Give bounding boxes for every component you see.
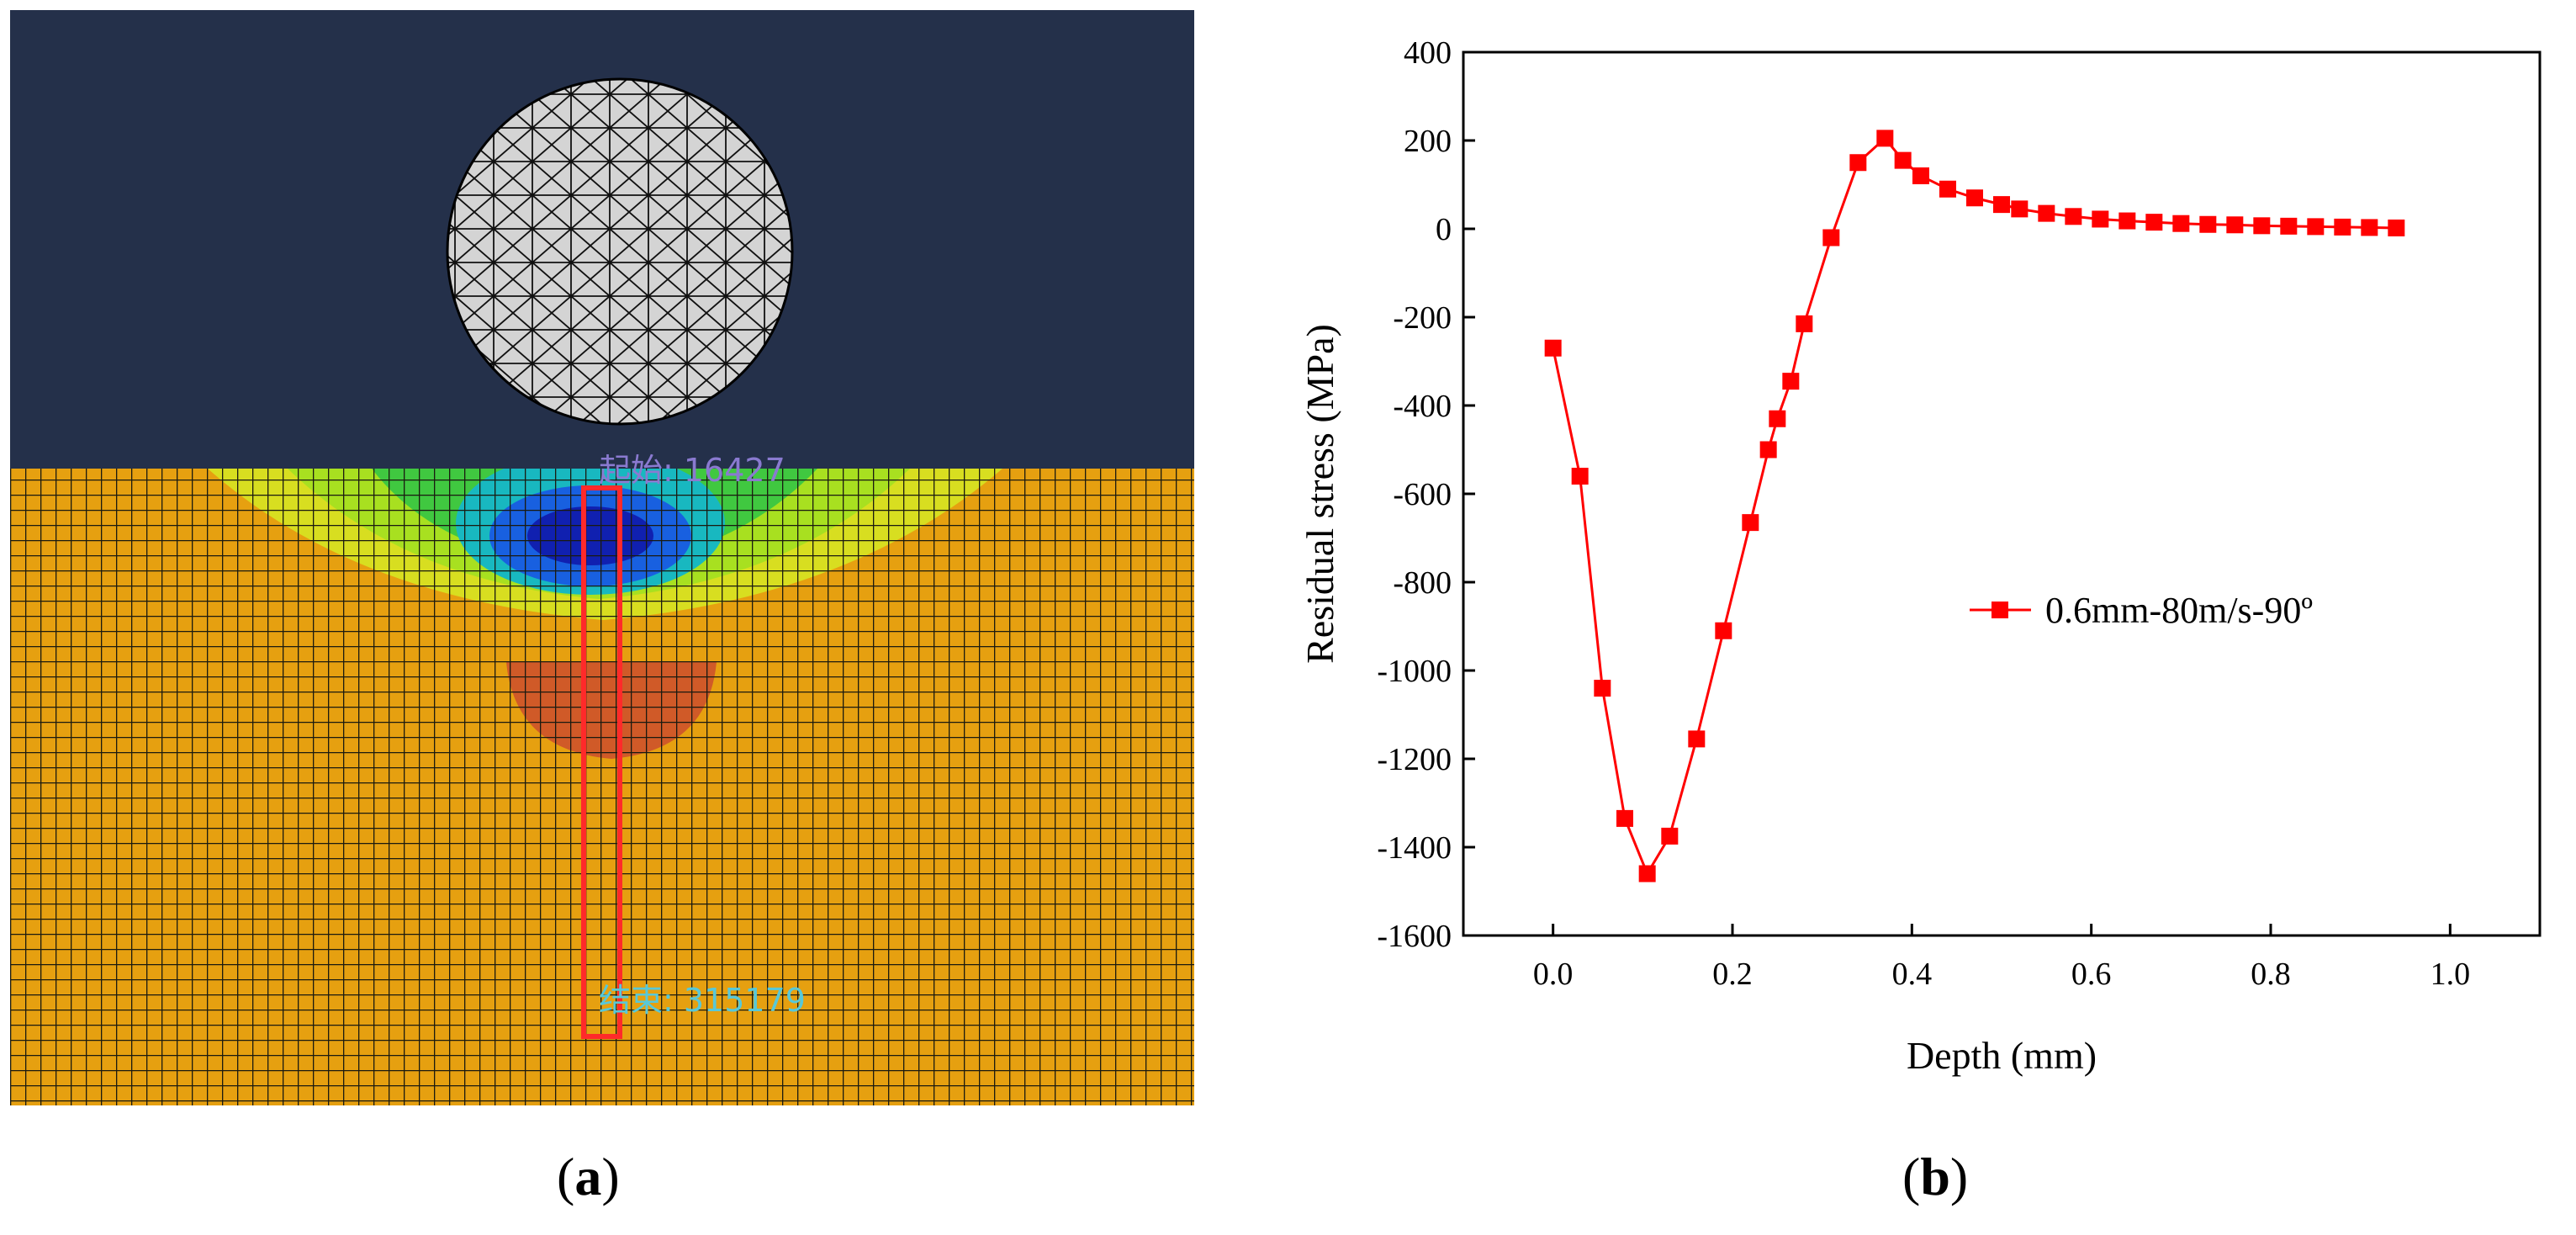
data-point — [2145, 214, 2163, 231]
data-point — [1993, 196, 2010, 214]
x-axis-ticks: 0.0 0.2 0.4 0.6 0.8 1.0 — [1533, 924, 2470, 992]
y-tick-label: -1400 — [1377, 830, 1452, 866]
y-tick-label: -800 — [1393, 565, 1452, 601]
caption-a-letter: a — [574, 1147, 602, 1206]
data-point — [1742, 514, 1759, 532]
data-point — [1571, 468, 1589, 485]
x-tick-label: 0.6 — [2071, 957, 2112, 992]
data-point — [2118, 212, 2136, 230]
data-point — [2226, 216, 2244, 234]
y-axis-ticks: 400 200 0 -200 -400 -600 -800 -1000 -1200 -1400 -1… — [1377, 35, 1475, 954]
legend: 0.6mm-80m/s-90º — [1970, 590, 2313, 631]
y-tick-label: -600 — [1393, 477, 1452, 512]
y-tick-label: -1600 — [1377, 919, 1452, 954]
data-point — [1782, 373, 1800, 390]
data-point — [1544, 339, 1562, 357]
data-point — [2334, 218, 2351, 236]
data-point — [2307, 218, 2325, 236]
data-point — [1759, 441, 1777, 458]
x-tick-label: 0.4 — [1892, 957, 1933, 992]
data-point — [2065, 208, 2082, 225]
data-point — [1594, 680, 1611, 697]
data-point — [2253, 217, 2271, 235]
stress-contour — [10, 469, 1194, 1105]
y-axis-label: Residual stress (MPa) — [1299, 324, 1341, 664]
start-label: 起始: 16427 — [599, 452, 785, 489]
data-point — [2038, 204, 2055, 222]
data-point — [2388, 219, 2405, 236]
data-point — [1688, 730, 1706, 748]
data-point — [1661, 827, 1679, 845]
caption-b-letter: b — [1920, 1147, 1950, 1206]
data-point — [2280, 217, 2298, 235]
x-tick-label: 0.0 — [1533, 957, 1574, 992]
end-label: 结束: 315179 — [599, 982, 806, 1019]
data-point — [2172, 215, 2190, 232]
simulation-view: 起始: 16427 结束: 315179 — [10, 10, 1194, 1105]
caption-a: (a) — [557, 1147, 620, 1206]
x-tick-label: 1.0 — [2431, 957, 2471, 992]
data-point — [2199, 215, 2217, 233]
legend-marker — [1992, 602, 2008, 618]
x-tick-label: 0.8 — [2251, 957, 2291, 992]
series-line — [1552, 136, 2397, 877]
y-tick-label: 0 — [1436, 212, 1452, 247]
data-point — [1715, 622, 1732, 639]
data-point — [2092, 210, 2109, 228]
data-point — [1638, 865, 1656, 883]
y-tick-label: -1200 — [1377, 742, 1452, 777]
data-point — [1796, 315, 1813, 332]
data-point — [1849, 154, 1867, 172]
data-point — [2361, 219, 2378, 236]
data-point — [1912, 167, 1929, 184]
y-tick-label: 200 — [1404, 124, 1452, 159]
data-point — [2011, 200, 2029, 218]
stress-chart: 0.0 0.2 0.4 0.6 0.8 1.0 400 200 0 -200 -400 -600 -8… — [1299, 35, 2542, 1077]
path-highlight — [581, 485, 622, 1039]
data-point — [1616, 809, 1633, 827]
y-tick-label: -400 — [1393, 389, 1452, 424]
projectile-sphere — [446, 77, 794, 426]
data-point — [1769, 410, 1786, 427]
y-tick-label: 400 — [1404, 35, 1452, 71]
x-tick-label: 0.2 — [1712, 957, 1753, 992]
x-axis-label: Depth (mm) — [1907, 1034, 2097, 1077]
data-point — [1876, 130, 1894, 147]
legend-label: 0.6mm-80m/s-90º — [2045, 590, 2313, 631]
caption-b: (b) — [1902, 1147, 1969, 1206]
data-point — [1966, 189, 1983, 207]
y-tick-label: -200 — [1393, 300, 1452, 336]
data-point — [1939, 180, 1956, 198]
data-point — [1822, 229, 1840, 246]
y-tick-label: -1000 — [1377, 654, 1452, 689]
series-layer — [1544, 130, 2405, 883]
data-point — [1894, 151, 1912, 169]
plot-frame — [1462, 50, 2542, 937]
